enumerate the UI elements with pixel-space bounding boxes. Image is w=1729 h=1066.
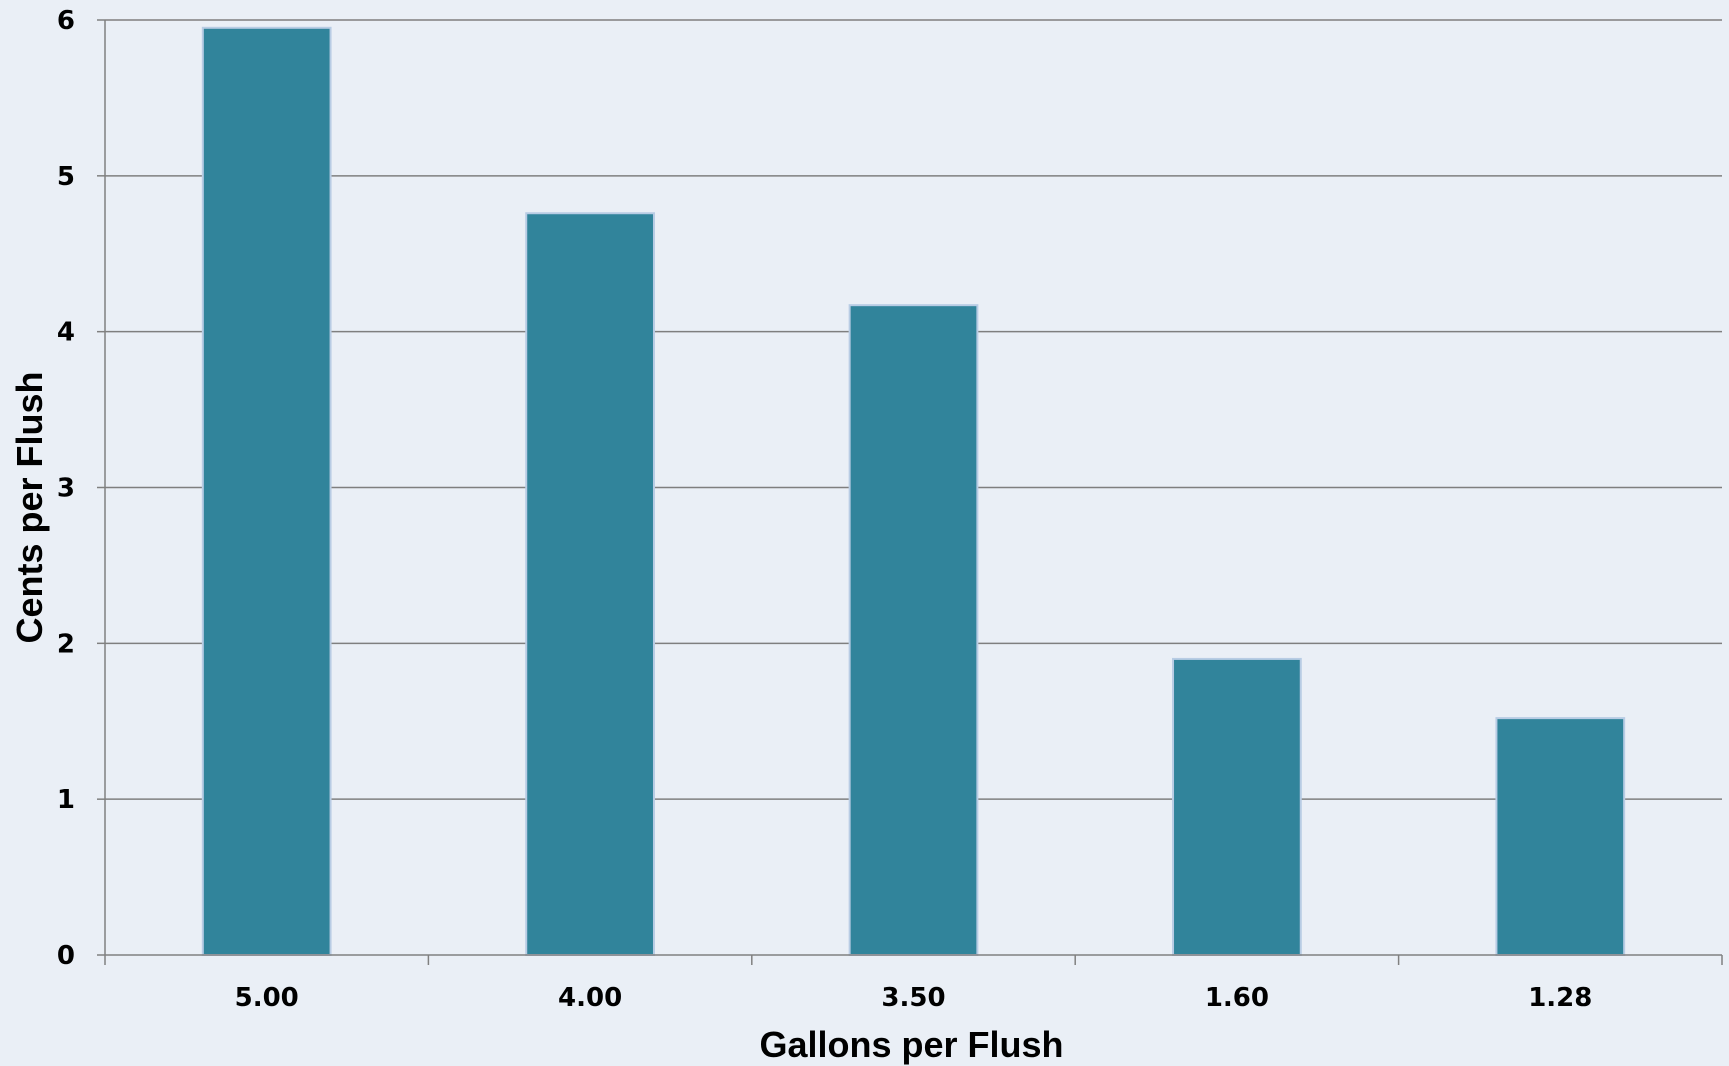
y-tick-label: 2 <box>57 629 75 659</box>
bar-3.50 <box>848 304 979 956</box>
x-tick-label: 1.28 <box>1528 983 1592 1013</box>
bar-5.00 <box>201 26 332 956</box>
bars <box>201 26 1626 957</box>
bar-1.60 <box>1172 657 1302 957</box>
bar-1.28 <box>1495 717 1626 957</box>
y-tick-label: 0 <box>57 941 75 971</box>
x-tick-label: 3.50 <box>881 983 945 1013</box>
y-tick-label: 6 <box>57 6 75 36</box>
x-axis-title: Gallons per Flush <box>759 1024 1063 1065</box>
y-tick-label: 3 <box>57 474 75 504</box>
y-tick-label: 4 <box>57 318 75 348</box>
bar-4.00 <box>525 212 655 956</box>
x-tick-label: 1.60 <box>1205 983 1269 1013</box>
x-tick-label: 5.00 <box>235 983 299 1013</box>
axes <box>97 19 1723 965</box>
y-axis-title: Cents per Flush <box>9 371 50 643</box>
y-tick-label: 5 <box>57 162 75 192</box>
x-tick-label: 4.00 <box>558 983 622 1013</box>
tick-labels: 0 1 2 3 4 5 6 5.00 4.00 3.50 1.60 1.28 <box>57 6 1592 1013</box>
y-tick-label: 1 <box>57 785 75 815</box>
